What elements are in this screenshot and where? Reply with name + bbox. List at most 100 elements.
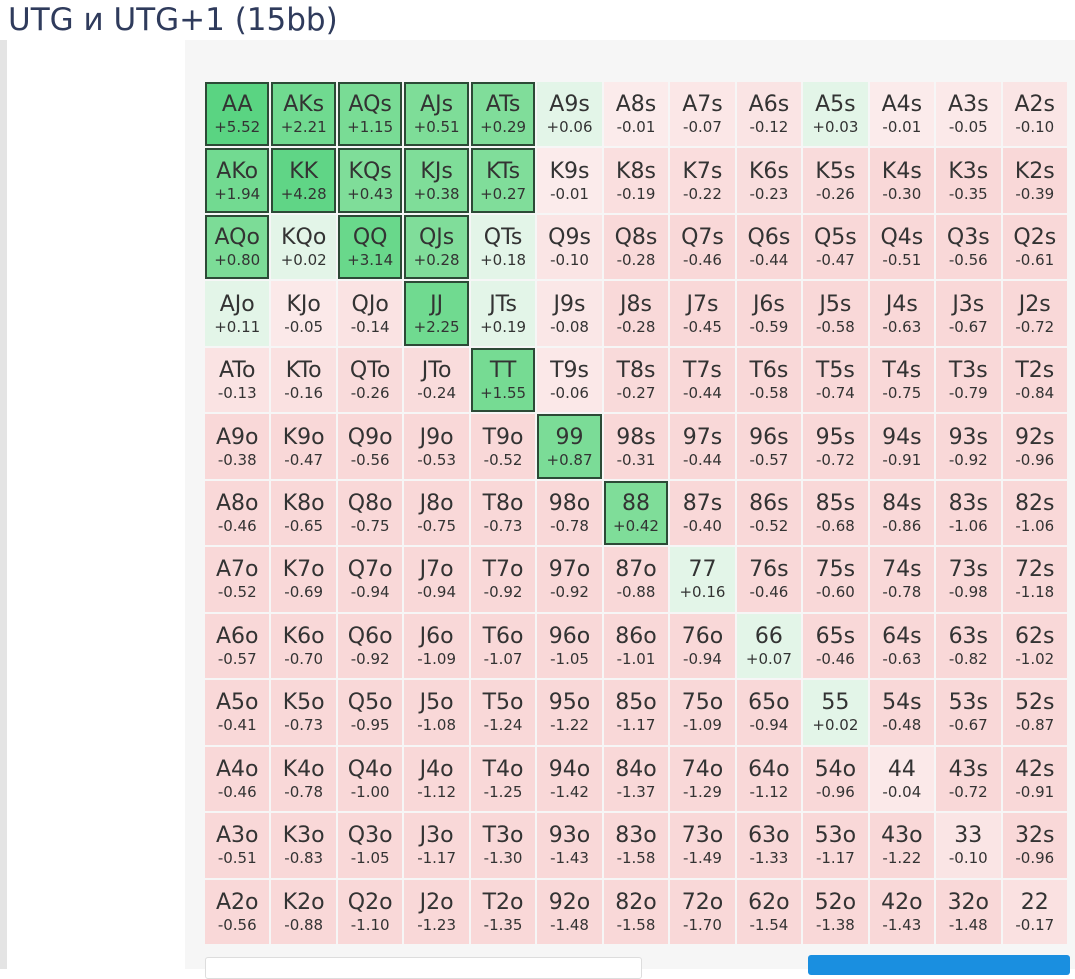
- hand-cell: 98o -0.78: [537, 480, 602, 546]
- hand-value: +0.11: [214, 317, 261, 336]
- hand-label: K6o: [282, 623, 325, 649]
- hand-label: 98o: [548, 490, 591, 516]
- hand-value: -1.35: [483, 915, 523, 934]
- hand-cell: KJo -0.05: [271, 281, 336, 346]
- hand-value: -0.16: [284, 384, 324, 403]
- hand-cell: KTo -0.16: [271, 347, 336, 413]
- hand-cell: J7s -0.45: [670, 281, 735, 346]
- hand-cell: J4o -1.12: [404, 746, 469, 812]
- hand-value: -0.27: [616, 384, 656, 403]
- hand-label: 75s: [815, 557, 856, 583]
- hand-cell: J7o -0.94: [404, 547, 469, 612]
- hand-label: Q4s: [880, 225, 924, 251]
- hand-label: Q6s: [747, 225, 791, 251]
- hand-label: ATo: [218, 358, 256, 384]
- hand-value: -0.94: [749, 716, 789, 735]
- hand-value: -0.56: [217, 915, 257, 934]
- hand-value: -0.04: [882, 782, 922, 801]
- hand-value: +1.55: [480, 384, 527, 403]
- hand-cell: 84o -1.37: [603, 746, 669, 812]
- hand-label: 62s: [1015, 623, 1055, 649]
- hand-cell: T5s -0.74: [803, 347, 868, 413]
- hand-value: -0.67: [948, 716, 988, 735]
- hand-cell: Q3s -0.56: [936, 214, 1001, 280]
- hand-label: T5o: [482, 690, 524, 716]
- hand-cell: T7s -0.44: [670, 347, 735, 413]
- hand-cell: 43s -0.72: [936, 746, 1001, 812]
- hand-label: Q5s: [813, 225, 857, 251]
- hand-value: -0.46: [217, 516, 257, 535]
- hand-cell: K8s -0.19: [603, 148, 669, 213]
- hand-value: -0.56: [350, 450, 390, 469]
- hand-value: -1.58: [616, 915, 656, 934]
- hand-value: -1.18: [1015, 583, 1055, 602]
- hand-value: -0.92: [350, 649, 390, 668]
- hand-value: -0.59: [749, 317, 789, 336]
- hand-cell: AA +5.52: [205, 82, 270, 147]
- hand-cell: QTo -0.26: [337, 347, 403, 413]
- hand-label: T2o: [482, 889, 524, 915]
- hand-value: -0.72: [815, 450, 855, 469]
- hand-cell: 72o -1.70: [670, 879, 735, 944]
- hand-label: K7o: [282, 557, 325, 583]
- hand-cell: K5s -0.26: [803, 148, 868, 213]
- hand-cell: J3o -1.17: [404, 813, 469, 878]
- hand-label: KTs: [486, 158, 521, 184]
- hand-label: 32o: [947, 889, 990, 915]
- hand-cell: Q9s -0.10: [537, 214, 602, 280]
- hand-cell: K6s -0.23: [736, 148, 802, 213]
- hand-label: Q6o: [347, 623, 393, 649]
- hand-cell: 53s -0.67: [936, 680, 1001, 745]
- hand-cell: JJ +2.25: [404, 281, 469, 346]
- hand-cell: 75s -0.60: [803, 547, 868, 612]
- hand-label: T6o: [482, 623, 524, 649]
- input-box[interactable]: [205, 957, 642, 979]
- hand-value: -0.01: [616, 118, 656, 137]
- hand-cell: Q3o -1.05: [337, 813, 403, 878]
- hand-cell: 93s -0.92: [936, 414, 1001, 479]
- hand-cell: Q9o -0.56: [337, 414, 403, 479]
- hand-cell: K7s -0.22: [670, 148, 735, 213]
- hand-label: J2s: [1018, 291, 1051, 317]
- hand-label: TT: [489, 358, 517, 384]
- hand-cell: 96s -0.57: [736, 414, 802, 479]
- hand-label: 97o: [548, 557, 591, 583]
- hand-cell: 42o -1.43: [869, 879, 935, 944]
- hand-label: JTo: [421, 358, 452, 384]
- hand-value: -0.28: [616, 317, 656, 336]
- hand-cell: T6s -0.58: [736, 347, 802, 413]
- hand-value: +0.18: [480, 251, 527, 270]
- hand-label: Q4o: [347, 756, 393, 782]
- hand-value: -1.25: [483, 782, 523, 801]
- hand-cell: 97o -0.92: [537, 547, 602, 612]
- hand-value: -0.47: [284, 450, 324, 469]
- hand-value: -0.86: [882, 516, 922, 535]
- hand-label: T3s: [948, 358, 988, 384]
- hand-cell: K9o -0.47: [271, 414, 336, 479]
- hand-label: K3s: [948, 158, 989, 184]
- hand-value: -0.30: [882, 184, 922, 203]
- hand-cell: Q4s -0.51: [869, 214, 935, 280]
- hand-value: -0.23: [749, 184, 789, 203]
- hand-cell: 87o -0.88: [603, 547, 669, 612]
- hand-value: -0.39: [1015, 184, 1055, 203]
- hand-cell: K7o -0.69: [271, 547, 336, 612]
- hand-label: QJs: [418, 225, 455, 251]
- hand-cell: Q7s -0.46: [670, 214, 735, 280]
- hand-label: K4o: [282, 756, 325, 782]
- hand-value: -1.09: [683, 716, 722, 735]
- hand-label: 97s: [682, 424, 723, 450]
- hand-value: -0.65: [284, 516, 324, 535]
- hand-label: T4o: [482, 756, 524, 782]
- hand-value: -0.17: [1015, 915, 1055, 934]
- hand-cell: QTs +0.18: [470, 214, 536, 280]
- hand-label: 82s: [1015, 490, 1055, 516]
- hand-value: -0.46: [217, 782, 257, 801]
- hand-label: 54s: [882, 690, 922, 716]
- hand-cell: Q4o -1.00: [337, 746, 403, 812]
- hand-label: K2o: [282, 889, 325, 915]
- button[interactable]: [808, 955, 1070, 975]
- hand-cell: 94s -0.91: [869, 414, 935, 479]
- hand-cell: A8s -0.01: [603, 82, 669, 147]
- hand-value: -0.96: [1015, 450, 1055, 469]
